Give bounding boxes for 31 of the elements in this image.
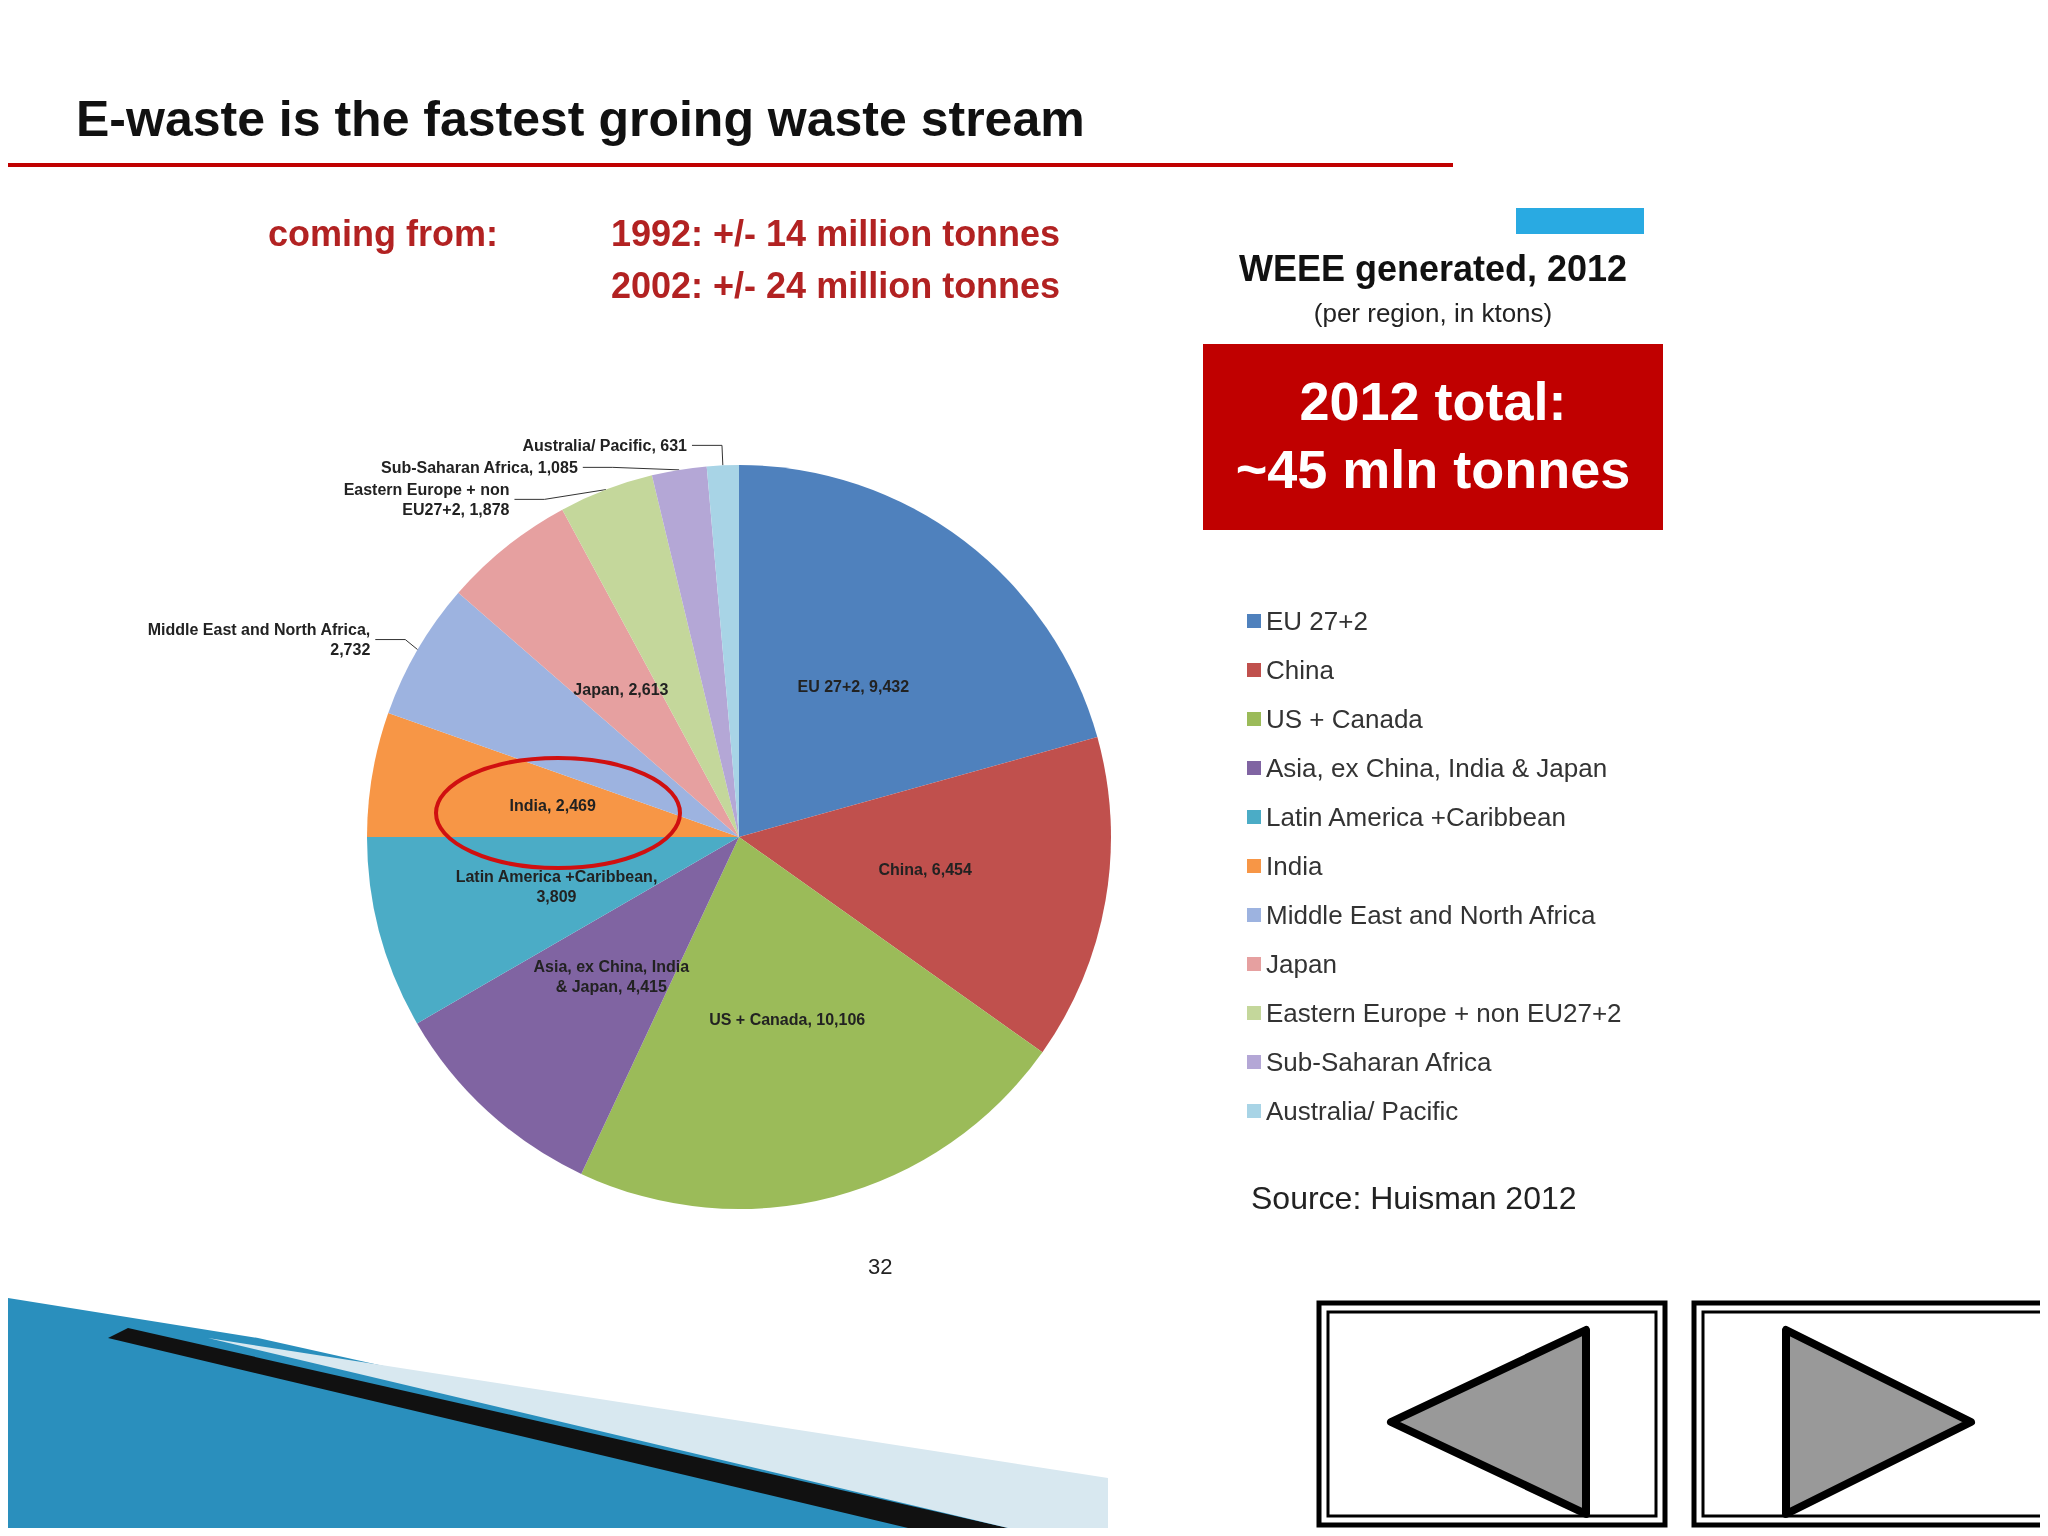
legend-label: Japan: [1266, 949, 1337, 979]
data-label: US + Canada, 10,106: [709, 1011, 866, 1029]
chart-title: E-waste is the fastest groing waste stream: [76, 90, 1085, 148]
text: ~45 mln tonnes: [1234, 438, 1632, 500]
data-label: Australia/ Pacific, 631: [522, 436, 688, 454]
text: 32: [868, 1254, 893, 1280]
text: 2012 total:: [1298, 370, 1568, 432]
legend-label: China: [1266, 655, 1335, 685]
text: 2002: +/- 24 million tonnes: [611, 265, 1061, 307]
legend-label: EU 27+2: [1266, 606, 1368, 636]
chart-subtitle: WEEE generated, 2012: [1237, 248, 1629, 290]
legend-label: US + Canada: [1266, 704, 1424, 734]
data-label: EU 27+2, 9,432: [797, 677, 910, 695]
data-label: Middle East and North Africa, 2,732: [147, 621, 371, 659]
data-label: Latin America +Caribbean, 3,809: [455, 867, 658, 905]
legend-label: Asia, ex China, India & Japan: [1266, 753, 1608, 783]
data-label: India, 2,469: [509, 796, 596, 814]
legend-label: Latin America +Caribbean: [1266, 802, 1566, 832]
data-label: Sub-Saharan Africa, 1,085: [380, 458, 578, 476]
source-note: Source: Huisman 2012: [1251, 1180, 1577, 1217]
data-label: Japan, 2,613: [573, 680, 669, 698]
data-label: Eastern Europe + non EU27+2, 1,878: [343, 480, 510, 518]
legend-label: Eastern Europe + non EU27+2: [1266, 998, 1622, 1028]
text: coming from:: [268, 213, 498, 255]
data-label: China, 6,454: [878, 860, 972, 878]
text: 1992: +/- 14 million tonnes: [611, 213, 1061, 255]
legend-label: India: [1266, 851, 1323, 881]
text: (per region, in ktons): [1312, 298, 1554, 329]
legend-label: Australia/ Pacific: [1266, 1096, 1459, 1126]
legend-label: Sub-Saharan Africa: [1266, 1047, 1493, 1077]
legend-label: Middle East and North Africa: [1266, 900, 1597, 930]
